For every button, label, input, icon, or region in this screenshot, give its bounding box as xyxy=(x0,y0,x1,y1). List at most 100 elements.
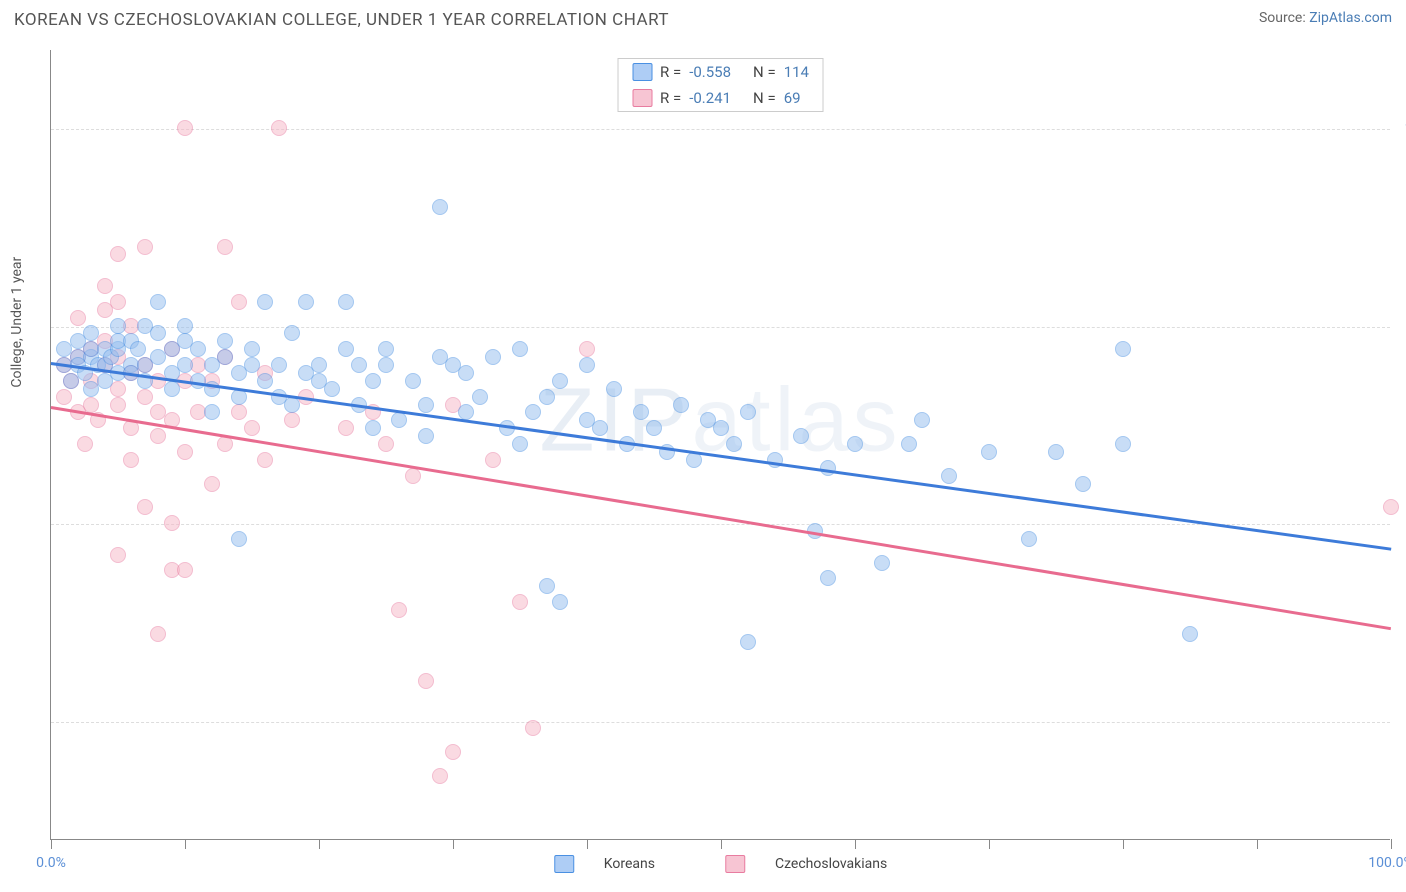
scatter-point xyxy=(150,626,166,642)
scatter-point xyxy=(740,634,756,650)
scatter-point xyxy=(552,373,568,389)
scatter-point xyxy=(418,397,434,413)
scatter-point xyxy=(338,294,354,310)
chart-container: College, Under 1 year ZIPatlas R = -0.55… xyxy=(50,50,1390,840)
scatter-point xyxy=(110,246,126,262)
source-link[interactable]: ZipAtlas.com xyxy=(1309,10,1392,26)
scatter-point xyxy=(1383,499,1399,515)
scatter-point xyxy=(793,428,809,444)
scatter-point xyxy=(70,310,86,326)
plot-area: College, Under 1 year ZIPatlas R = -0.55… xyxy=(50,50,1390,840)
scatter-point xyxy=(512,341,528,357)
trend-line xyxy=(51,406,1391,630)
scatter-point xyxy=(726,436,742,452)
scatter-point xyxy=(137,389,153,405)
scatter-point xyxy=(579,357,595,373)
gridline xyxy=(51,129,1390,130)
scatter-point xyxy=(418,673,434,689)
swatch-blue-icon xyxy=(554,855,574,873)
scatter-point xyxy=(257,294,273,310)
scatter-point xyxy=(847,436,863,452)
swatch-pink-icon xyxy=(632,89,652,107)
scatter-point xyxy=(217,349,233,365)
scatter-point xyxy=(338,341,354,357)
r-label: R = xyxy=(660,63,681,81)
scatter-point xyxy=(123,452,139,468)
scatter-point xyxy=(606,381,622,397)
scatter-point xyxy=(1182,626,1198,642)
gridline xyxy=(51,524,1390,525)
scatter-point xyxy=(83,397,99,413)
scatter-point xyxy=(1021,531,1037,547)
scatter-point xyxy=(1048,444,1064,460)
x-tick xyxy=(185,839,186,849)
scatter-point xyxy=(981,444,997,460)
scatter-point xyxy=(83,325,99,341)
scatter-point xyxy=(378,341,394,357)
scatter-point xyxy=(190,341,206,357)
scatter-point xyxy=(177,318,193,334)
x-tick xyxy=(989,839,990,849)
r-value-pink: -0.241 xyxy=(689,89,731,107)
y-axis-title: College, Under 1 year xyxy=(9,256,25,387)
scatter-point xyxy=(1115,436,1131,452)
scatter-point xyxy=(110,294,126,310)
x-tick xyxy=(1257,839,1258,849)
scatter-point xyxy=(391,602,407,618)
scatter-point xyxy=(284,412,300,428)
scatter-point xyxy=(137,499,153,515)
scatter-point xyxy=(150,294,166,310)
scatter-point xyxy=(405,468,421,484)
scatter-point xyxy=(365,420,381,436)
scatter-point xyxy=(257,452,273,468)
scatter-point xyxy=(418,428,434,444)
legend-label-koreans: Koreans xyxy=(604,856,655,872)
scatter-point xyxy=(633,404,649,420)
scatter-point xyxy=(137,239,153,255)
scatter-point xyxy=(646,420,662,436)
x-tick xyxy=(721,839,722,849)
scatter-point xyxy=(110,381,126,397)
scatter-point xyxy=(713,420,729,436)
scatter-point xyxy=(351,357,367,373)
scatter-point xyxy=(271,120,287,136)
scatter-point xyxy=(820,570,836,586)
x-tick xyxy=(453,839,454,849)
x-tick-label: 100.0% xyxy=(1368,855,1406,871)
gridline xyxy=(51,327,1390,328)
source-prefix: Source: xyxy=(1259,10,1309,26)
scatter-point xyxy=(284,397,300,413)
scatter-point xyxy=(217,239,233,255)
source-label: Source: ZipAtlas.com xyxy=(1259,10,1392,26)
scatter-point xyxy=(485,452,501,468)
swatch-blue-icon xyxy=(632,63,652,81)
scatter-point xyxy=(378,357,394,373)
scatter-point xyxy=(204,476,220,492)
scatter-point xyxy=(472,389,488,405)
scatter-point xyxy=(552,594,568,610)
scatter-point xyxy=(525,720,541,736)
scatter-point xyxy=(231,531,247,547)
scatter-point xyxy=(391,412,407,428)
scatter-point xyxy=(231,294,247,310)
n-value-pink: 69 xyxy=(784,89,801,107)
scatter-point xyxy=(177,120,193,136)
scatter-point xyxy=(512,594,528,610)
x-tick xyxy=(319,839,320,849)
scatter-point xyxy=(579,341,595,357)
legend-label-czech: Czechoslovakians xyxy=(775,856,887,872)
scatter-point xyxy=(97,278,113,294)
scatter-point xyxy=(231,404,247,420)
scatter-point xyxy=(432,199,448,215)
scatter-point xyxy=(150,428,166,444)
scatter-point xyxy=(941,468,957,484)
scatter-point xyxy=(257,373,273,389)
scatter-point xyxy=(485,349,501,365)
scatter-point xyxy=(177,357,193,373)
legend-series: Koreans Czechoslovakians xyxy=(554,855,887,873)
scatter-point xyxy=(130,341,146,357)
x-tick xyxy=(1391,839,1392,849)
scatter-point xyxy=(298,294,314,310)
scatter-point xyxy=(539,578,555,594)
scatter-point xyxy=(338,420,354,436)
